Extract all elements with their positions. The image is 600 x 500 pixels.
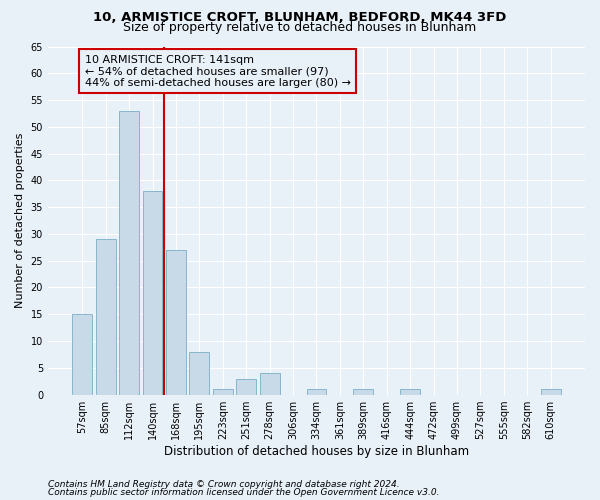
Bar <box>353 389 373 394</box>
Bar <box>213 389 233 394</box>
Bar <box>260 373 280 394</box>
Bar <box>400 389 420 394</box>
Bar <box>541 389 560 394</box>
X-axis label: Distribution of detached houses by size in Blunham: Distribution of detached houses by size … <box>164 444 469 458</box>
Bar <box>96 240 116 394</box>
Bar <box>73 314 92 394</box>
Bar <box>166 250 186 394</box>
Text: 10, ARMISTICE CROFT, BLUNHAM, BEDFORD, MK44 3FD: 10, ARMISTICE CROFT, BLUNHAM, BEDFORD, M… <box>94 11 506 24</box>
Text: Contains public sector information licensed under the Open Government Licence v3: Contains public sector information licen… <box>48 488 439 497</box>
Text: 10 ARMISTICE CROFT: 141sqm
← 54% of detached houses are smaller (97)
44% of semi: 10 ARMISTICE CROFT: 141sqm ← 54% of deta… <box>85 54 350 88</box>
Y-axis label: Number of detached properties: Number of detached properties <box>15 133 25 308</box>
Bar <box>119 111 139 395</box>
Bar <box>236 378 256 394</box>
Text: Contains HM Land Registry data © Crown copyright and database right 2024.: Contains HM Land Registry data © Crown c… <box>48 480 400 489</box>
Text: Size of property relative to detached houses in Blunham: Size of property relative to detached ho… <box>124 21 476 34</box>
Bar <box>190 352 209 395</box>
Bar <box>143 191 163 394</box>
Bar <box>307 389 326 394</box>
